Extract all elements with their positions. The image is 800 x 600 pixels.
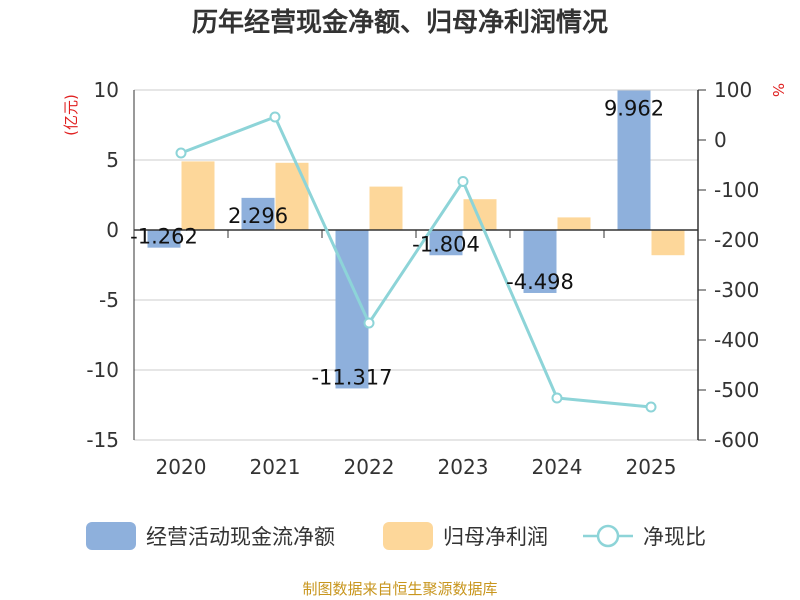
right-tick-label: -300 [714, 278, 759, 302]
data-label-cashflow-2023: -1.804 [412, 232, 480, 256]
bar-cashflow-2020 [147, 230, 181, 248]
chart-title: 历年经营现金净额、归母净利润情况 [192, 7, 608, 38]
ratio-point-2025 [645, 401, 657, 413]
bar-profit-2024 [557, 217, 591, 230]
legend-swatch-profit [383, 522, 433, 550]
x-axis-ticks: 2020 2021 2022 2023 2024 2025 [156, 455, 677, 479]
left-axis-unit: (亿元) [62, 94, 80, 136]
ratio-line [175, 111, 657, 413]
left-tick-label: 0 [106, 218, 119, 242]
x-tick-label: 2021 [250, 455, 301, 479]
bar-profit-2020 [181, 161, 215, 230]
x-tick-label: 2020 [156, 455, 207, 479]
left-tick-label: 5 [106, 148, 119, 172]
bar-profit-2022 [369, 186, 403, 230]
legend-label-ratio: 净现比 [643, 525, 706, 549]
right-tick-label: -200 [714, 228, 759, 252]
bar-cashflow-2024 [523, 230, 557, 293]
ratio-point-2022 [363, 317, 375, 329]
bar-cashflow-2021 [241, 197, 275, 230]
ratio-point-2024 [551, 392, 563, 404]
data-label-cashflow-2025: 9.962 [604, 97, 664, 121]
left-axis-ticks: 10 5 0 -5 -10 -15 [86, 78, 119, 452]
left-tick-label: -15 [86, 428, 119, 452]
right-axis-ticks: 100 0 -100 -200 -300 -400 -500 -600 [698, 78, 759, 452]
ratio-point-2023 [457, 176, 469, 187]
ratio-line-path [180, 115, 652, 409]
ratio-point-2021 [269, 111, 281, 123]
ratio-point-2020 [175, 147, 187, 159]
x-tick-label: 2023 [438, 455, 489, 479]
bars [147, 90, 685, 389]
data-label-cashflow-2021: 2.296 [228, 204, 288, 228]
bar-profit-2023 [463, 199, 497, 230]
right-tick-label: 100 [714, 78, 752, 102]
legend-marker-ratio [596, 524, 620, 548]
data-label-cashflow-2022: -11.317 [311, 365, 392, 389]
data-labels: -1.262 2.296 -11.317 -1.804 -4.498 9.962 [130, 97, 664, 390]
right-axis-unit: % [769, 83, 787, 97]
legend-swatch-cashflow [86, 522, 136, 550]
bar-cashflow-2023 [429, 230, 463, 256]
left-tick-label: -10 [86, 358, 119, 382]
right-tick-label: -600 [714, 428, 759, 452]
right-tick-label: -100 [714, 178, 759, 202]
bar-profit-2021 [275, 162, 309, 230]
right-tick-label: 0 [714, 128, 727, 152]
right-tick-label: -500 [714, 378, 759, 402]
legend-label-cashflow: 经营活动现金流净额 [146, 525, 335, 549]
legend-label-profit: 归母净利润 [443, 525, 548, 549]
source-note: 制图数据来自恒生聚源数据库 [302, 580, 497, 598]
legend: 经营活动现金流净额 归母净利润 净现比 [86, 522, 706, 550]
left-tick-label: -5 [99, 288, 119, 312]
data-label-cashflow-2020: -1.262 [130, 225, 198, 249]
right-tick-label: -400 [714, 328, 759, 352]
bar-cashflow-2025 [617, 90, 651, 230]
x-tick-label: 2025 [626, 455, 677, 479]
x-tick-label: 2022 [344, 455, 395, 479]
x-tick-label: 2024 [532, 455, 583, 479]
gridlines [134, 89, 698, 441]
bar-profit-2025 [651, 230, 685, 256]
left-tick-label: 10 [94, 78, 119, 102]
data-label-cashflow-2024: -4.498 [506, 270, 574, 294]
axes [133, 90, 699, 440]
